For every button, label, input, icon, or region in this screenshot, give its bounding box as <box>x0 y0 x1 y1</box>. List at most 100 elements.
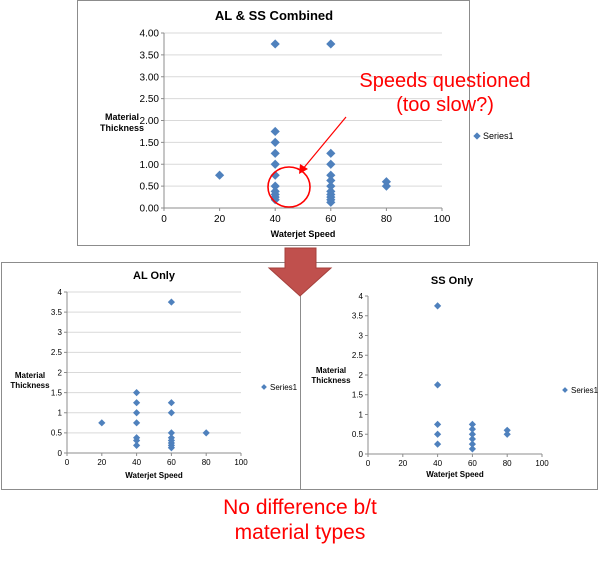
data-point <box>468 440 476 448</box>
legend-label: Series1 <box>571 386 599 395</box>
x-tick-label: 60 <box>167 458 176 467</box>
x-tick-label: 100 <box>535 459 549 468</box>
data-point <box>326 148 336 158</box>
x-axis-label: Waterjet Speed <box>426 470 484 479</box>
y-tick-label: 1.5 <box>352 391 364 400</box>
y-tick-label: 3.00 <box>140 72 160 83</box>
data-point <box>326 159 336 169</box>
x-tick-label: 40 <box>132 458 141 467</box>
data-point <box>503 430 511 438</box>
data-point <box>326 170 336 180</box>
data-point <box>381 177 391 187</box>
data-point <box>434 302 442 310</box>
y-tick-label: 1.00 <box>140 160 160 171</box>
legend-label: Series1 <box>483 131 514 141</box>
chart-combined: AL & SS Combined 0.00 0.50 1.00 1.50 2.00 2.50… <box>100 8 514 239</box>
callout-nodiff-line2: material types <box>234 520 366 544</box>
data-point <box>270 159 280 169</box>
y-tick-label: 1.50 <box>140 138 160 149</box>
y-tick-label: 4 <box>58 288 63 297</box>
x-tick-label: 80 <box>503 459 512 468</box>
chart-panel-combined: AL & SS Combined 0.00 0.50 1.00 1.50 2.00 2.50… <box>77 0 514 246</box>
callout-speeds-line2: (too slow?) <box>396 93 494 116</box>
x-tick-label: 80 <box>202 458 211 467</box>
y-tick-label: 3.50 <box>140 50 160 61</box>
y-tick-label: 0.00 <box>140 204 160 215</box>
data-point <box>270 137 280 147</box>
chart-title: SS Only <box>431 275 474 287</box>
data-point <box>468 420 476 428</box>
chart-panel-ss-only: SS Only 0 0.5 1 1.5 2 2.5 3 3.5 4 0 20 40 60 80 100 Wate… <box>300 262 599 490</box>
data-point <box>167 399 175 407</box>
y-tick-label: 3 <box>359 331 364 340</box>
data-point <box>468 430 476 438</box>
data-point <box>215 170 225 180</box>
data-point <box>133 389 141 397</box>
data-point <box>270 148 280 158</box>
y-tick-label: 0 <box>359 450 364 459</box>
y-tick-label: 0.5 <box>352 430 364 439</box>
data-point <box>167 429 175 437</box>
y-tick-label: 0 <box>58 449 63 458</box>
y-tick-label: 3.5 <box>51 308 63 317</box>
y-axis-label: Material Thickness <box>10 371 50 390</box>
data-point <box>270 170 280 180</box>
x-tick-label: 40 <box>270 214 282 225</box>
x-tick-label: 60 <box>468 459 477 468</box>
legend-marker <box>473 132 481 140</box>
legend-marker <box>261 384 267 390</box>
y-tick-label: 3.5 <box>352 312 364 321</box>
y-tick-label: 4.00 <box>140 29 160 40</box>
y-tick-label: 3 <box>58 328 63 337</box>
x-tick-label: 20 <box>214 214 226 225</box>
y-axis-label: Material Thickness <box>100 112 144 133</box>
data-point <box>434 440 442 448</box>
callout-speeds-line1: Speeds questioned <box>359 70 531 92</box>
data-point <box>133 419 141 427</box>
x-tick-label: 100 <box>234 458 248 467</box>
x-tick-label: 60 <box>325 214 337 225</box>
x-axis-label: Waterjet Speed <box>271 229 336 239</box>
y-tick-label: 2 <box>359 371 364 380</box>
data-point <box>270 39 280 49</box>
data-point <box>133 399 141 407</box>
y-tick-label: 0.50 <box>140 182 160 193</box>
y-tick-label: 1.5 <box>51 388 63 397</box>
callout-no-difference: No difference b/t material types <box>170 496 430 546</box>
y-tick-label: 2.5 <box>51 348 63 357</box>
data-point <box>270 181 280 191</box>
y-tick-label: 1 <box>359 410 364 419</box>
data-point <box>167 298 175 306</box>
data-point <box>270 126 280 137</box>
y-tick-label: 2.00 <box>140 116 160 127</box>
data-point <box>326 175 336 186</box>
y-tick-label: 4 <box>359 292 364 301</box>
data-point <box>133 409 141 417</box>
data-point <box>326 181 336 191</box>
y-tick-label: 0.5 <box>51 429 63 438</box>
chart-panel-al-only: AL Only 0 0.5 1 1.5 2 2.5 3 3.5 4 0 20 40 60 80 100 Wate… <box>1 262 301 490</box>
callout-speeds-questioned: Speeds questioned (too slow?) <box>330 70 560 117</box>
x-tick-label: 100 <box>434 214 451 225</box>
x-tick-label: 40 <box>433 459 442 468</box>
x-axis-label: Waterjet Speed <box>125 471 183 480</box>
x-tick-label: 0 <box>65 458 70 467</box>
data-point <box>98 419 106 427</box>
x-tick-label: 20 <box>97 458 106 467</box>
x-tick-label: 80 <box>381 214 393 225</box>
data-point <box>167 409 175 417</box>
callout-nodiff-line1: No difference b/t <box>223 496 377 519</box>
data-point <box>326 186 336 196</box>
y-tick-label: 2.5 <box>352 351 364 360</box>
chart-title: AL Only <box>133 270 176 282</box>
data-point <box>202 429 210 437</box>
data-point <box>434 420 442 428</box>
y-tick-label: 1 <box>58 409 63 418</box>
y-tick-label: 2.50 <box>140 94 160 105</box>
chart-title: AL & SS Combined <box>215 8 333 23</box>
data-point <box>434 430 442 438</box>
x-tick-label: 20 <box>398 459 407 468</box>
y-tick-label: 2 <box>58 368 63 377</box>
data-point <box>326 39 336 49</box>
